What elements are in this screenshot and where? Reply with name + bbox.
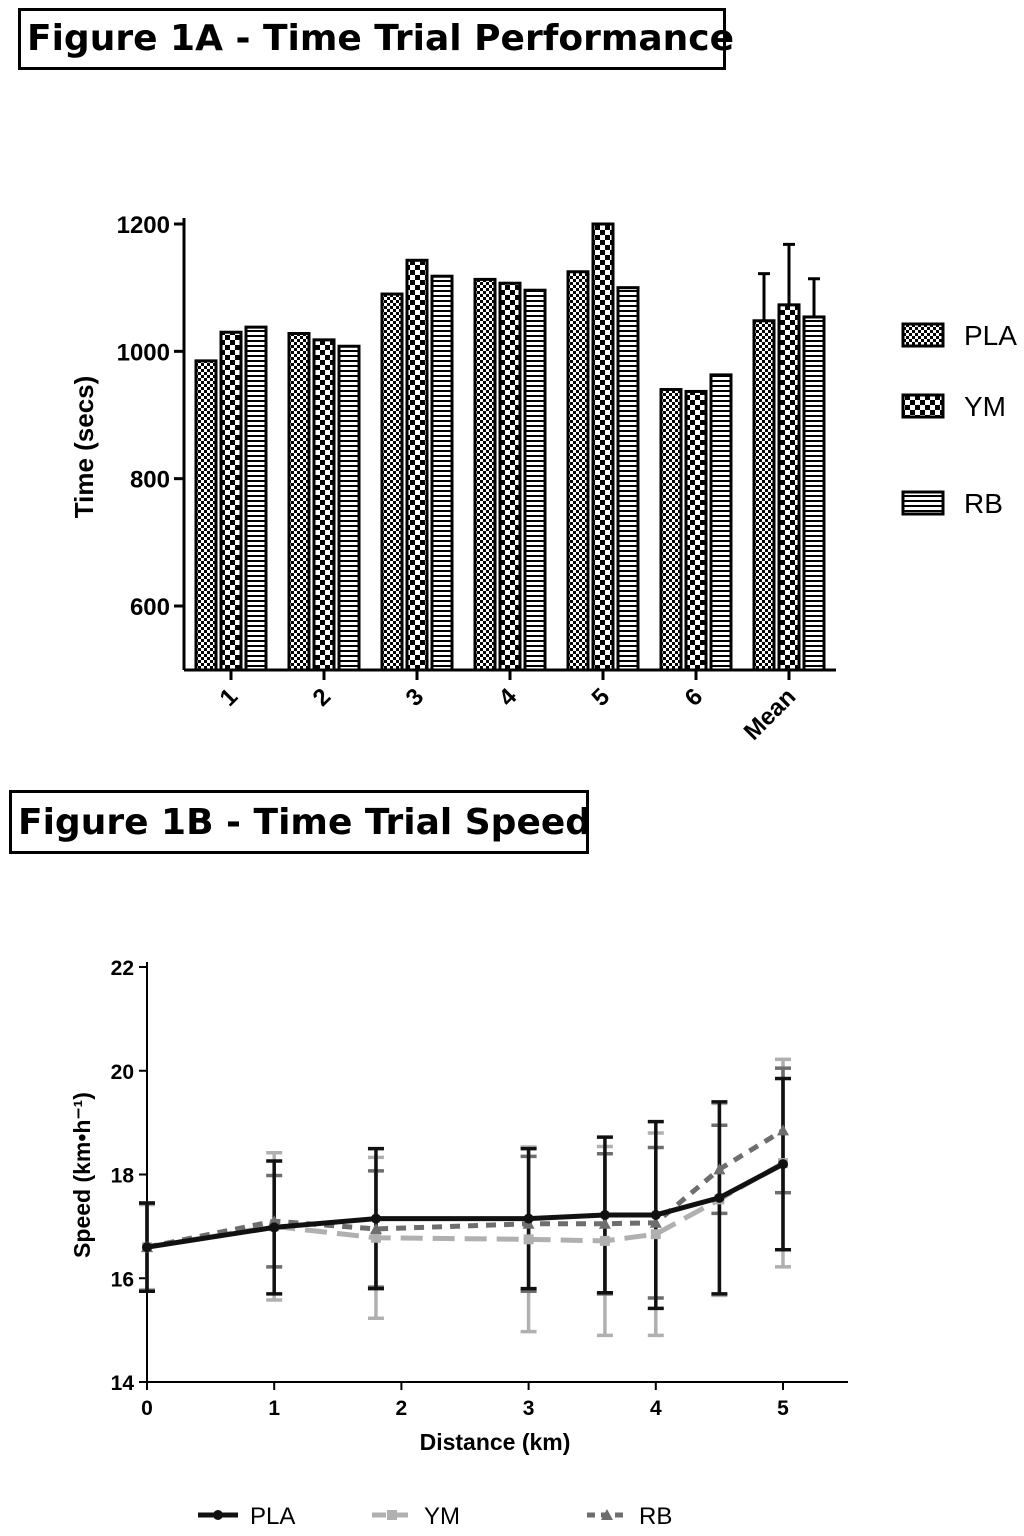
legend-label-rb: RB — [639, 1503, 672, 1530]
point-rb — [777, 1124, 789, 1136]
bar-rb-6 — [709, 373, 733, 672]
bar-rb-3 — [430, 274, 454, 672]
legend-label-ym: YM — [424, 1503, 460, 1530]
point-pla — [370, 1213, 381, 1224]
bar-chart-legend: PLA YM RB — [901, 320, 1017, 519]
legend-label-pla: PLA — [964, 320, 1017, 351]
point-rb — [598, 1217, 611, 1229]
point-ym — [523, 1234, 534, 1245]
y-tick-label: 20 — [111, 1061, 134, 1084]
x-axis-title: Distance (km) — [420, 1429, 571, 1455]
legend-swatch-pla — [901, 322, 945, 348]
y-tick-label: 22 — [111, 957, 134, 980]
point-pla — [778, 1159, 788, 1170]
line-chart-legend: PLA YM RB — [198, 1503, 672, 1530]
y-tick-label: 18 — [111, 1165, 135, 1188]
legend-swatch-rb — [901, 490, 945, 516]
bar-ym-3 — [405, 258, 429, 672]
legend-label-rb: RB — [964, 488, 1003, 519]
legend-swatch-ym — [901, 393, 945, 419]
figure-1b-title: Figure 1B - Time Trial Speed — [9, 790, 591, 854]
bar-pla-4 — [473, 277, 497, 672]
point-pla — [523, 1213, 534, 1224]
y-tick-label: 800 — [130, 467, 170, 494]
y-tick-label: 1000 — [117, 339, 170, 366]
point-rb — [369, 1222, 382, 1234]
point-ym — [599, 1235, 610, 1246]
line-chart-series — [139, 1057, 791, 1338]
legend-label-ym: YM — [964, 391, 1006, 422]
x-tick-label: 0 — [141, 1397, 153, 1420]
legend-marker-rb — [601, 1509, 613, 1520]
bar-pla-6 — [659, 388, 683, 672]
bar-ym-5 — [591, 222, 615, 672]
x-tick-label: 4 — [650, 1397, 662, 1420]
bar-ym-6 — [684, 389, 708, 672]
point-pla — [714, 1192, 725, 1203]
bar-rb-2 — [337, 344, 361, 672]
point-pla — [599, 1209, 610, 1220]
bar-rb-1 — [244, 325, 268, 672]
point-pla — [269, 1222, 280, 1233]
series-line-rb — [146, 1128, 785, 1250]
bar-ym-2 — [312, 338, 336, 672]
bar-ym-4 — [498, 281, 522, 672]
legend-label-pla: PLA — [250, 1503, 295, 1530]
point-pla — [142, 1242, 152, 1253]
legend-marker-pla — [213, 1510, 223, 1520]
point-ym — [370, 1232, 381, 1243]
y-tick-label: 1200 — [117, 212, 170, 239]
bar-pla-5 — [566, 270, 590, 672]
point-rb — [713, 1163, 726, 1175]
x-tick-label: 1 — [268, 1397, 280, 1420]
y-tick-label: 600 — [130, 594, 170, 621]
y-tick-label: 16 — [111, 1268, 134, 1291]
line-chart-axes: 14 16 18 20 22 0 1 2 3 4 5 Distance (km) Speed (km•h… — [69, 957, 848, 1455]
point-ym — [650, 1229, 661, 1240]
legend-marker-ym — [387, 1510, 397, 1520]
y-axis-title: Speed (km•h⁻¹) — [69, 1092, 95, 1258]
y-axis-title: Time (secs) — [69, 376, 99, 519]
figure-1a-title: Figure 1A - Time Trial Performance — [18, 8, 734, 70]
series-line-pla — [146, 1161, 785, 1250]
bar-pla-2 — [287, 332, 311, 672]
bar-rb-4 — [523, 288, 547, 672]
bar-chart-bars — [194, 222, 826, 672]
bar-ym-1 — [219, 330, 243, 672]
y-tick-label: 14 — [111, 1372, 135, 1395]
x-tick-label: 2 — [396, 1397, 408, 1420]
x-tick-label: 5 — [777, 1397, 789, 1420]
bar-pla-1 — [194, 359, 218, 672]
bar-rb-5 — [616, 286, 640, 672]
point-rb — [649, 1216, 662, 1228]
point-pla — [650, 1209, 661, 1220]
x-tick-label: 3 — [523, 1397, 535, 1420]
bar-pla-3 — [380, 292, 404, 672]
